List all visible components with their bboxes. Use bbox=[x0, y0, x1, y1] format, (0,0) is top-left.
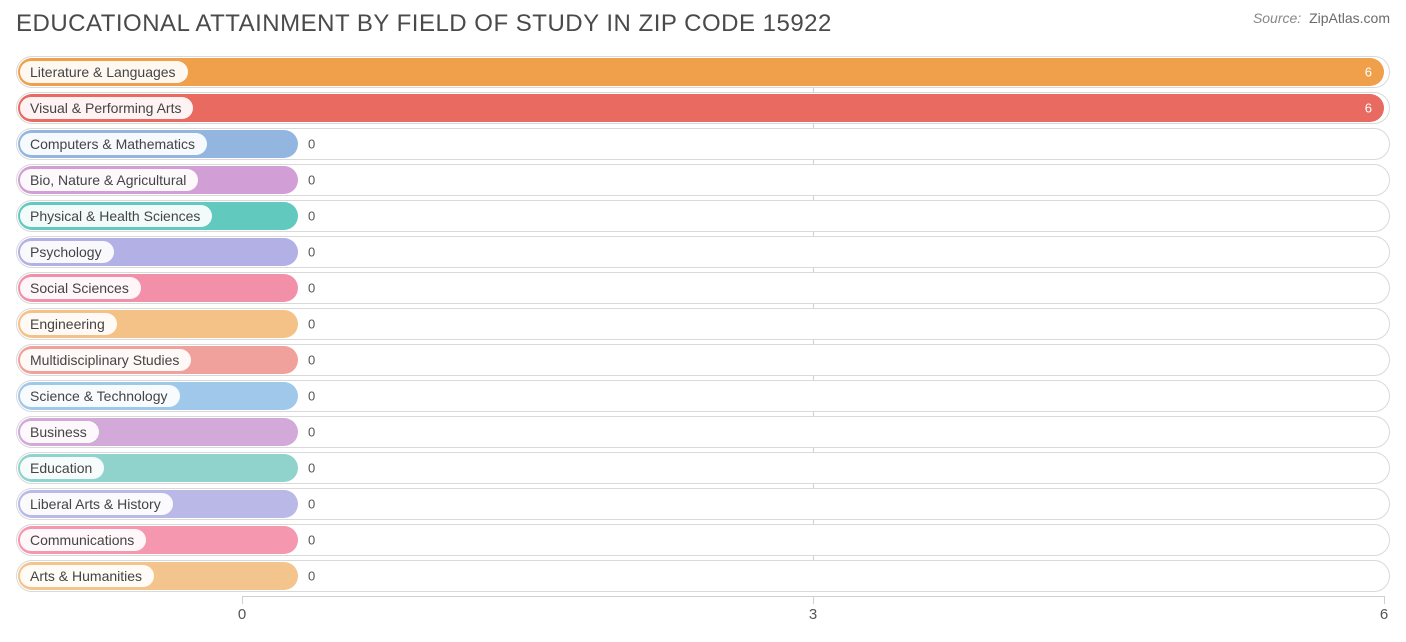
bar-value: 0 bbox=[308, 425, 315, 440]
bar-fill: Literature & Languages 6 bbox=[18, 58, 1384, 86]
chart-header: EDUCATIONAL ATTAINMENT BY FIELD OF STUDY… bbox=[16, 10, 1390, 38]
bar-fill: Engineering bbox=[18, 310, 298, 338]
x-axis-tick bbox=[242, 596, 243, 604]
bar-value: 0 bbox=[308, 533, 315, 548]
bar-label-pill: Psychology bbox=[20, 241, 114, 263]
chart-row: Literature & Languages 6 bbox=[16, 56, 1390, 88]
bar-fill: Liberal Arts & History bbox=[18, 490, 298, 518]
bar-value: 6 bbox=[1365, 65, 1372, 80]
chart-row: Communications 0 bbox=[16, 524, 1390, 556]
chart-row: Arts & Humanities 0 bbox=[16, 560, 1390, 592]
bar-fill: Physical & Health Sciences bbox=[18, 202, 298, 230]
bar-fill: Psychology bbox=[18, 238, 298, 266]
chart-row: Physical & Health Sciences 0 bbox=[16, 200, 1390, 232]
bar-chart: Literature & Languages6Visual & Performi… bbox=[16, 56, 1390, 638]
bar-value: 0 bbox=[308, 353, 315, 368]
bar-label-pill: Literature & Languages bbox=[20, 61, 188, 83]
bar-value: 0 bbox=[308, 389, 315, 404]
chart-title: EDUCATIONAL ATTAINMENT BY FIELD OF STUDY… bbox=[16, 10, 832, 38]
bar-value: 0 bbox=[308, 317, 315, 332]
bar-fill: Arts & Humanities bbox=[18, 562, 298, 590]
bar-value: 0 bbox=[308, 173, 315, 188]
chart-row: Computers & Mathematics 0 bbox=[16, 128, 1390, 160]
bar-fill: Science & Technology bbox=[18, 382, 298, 410]
chart-row: Engineering 0 bbox=[16, 308, 1390, 340]
bar-fill: Communications bbox=[18, 526, 298, 554]
source-name: ZipAtlas.com bbox=[1309, 10, 1390, 26]
bar-value: 0 bbox=[308, 569, 315, 584]
bar-fill: Business bbox=[18, 418, 298, 446]
x-axis: 0 3 6 bbox=[16, 596, 1390, 642]
bar-value: 0 bbox=[308, 245, 315, 260]
bar-label-pill: Multidisciplinary Studies bbox=[20, 349, 191, 371]
bar-label-pill: Science & Technology bbox=[20, 385, 180, 407]
bar-value: 0 bbox=[308, 461, 315, 476]
bar-label-pill: Engineering bbox=[20, 313, 117, 335]
bar-label-pill: Education bbox=[20, 457, 104, 479]
bar-value: 0 bbox=[308, 137, 315, 152]
bar-label-pill: Communications bbox=[20, 529, 146, 551]
bar-fill: Social Sciences bbox=[18, 274, 298, 302]
source-prefix: Source: bbox=[1253, 10, 1301, 26]
bar-fill: Bio, Nature & Agricultural bbox=[18, 166, 298, 194]
chart-row: Multidisciplinary Studies 0 bbox=[16, 344, 1390, 376]
chart-row: Social Sciences 0 bbox=[16, 272, 1390, 304]
bar-value: 0 bbox=[308, 281, 315, 296]
bar-label-pill: Arts & Humanities bbox=[20, 565, 154, 587]
chart-row: Education 0 bbox=[16, 452, 1390, 484]
x-axis-tick-label: 0 bbox=[238, 606, 246, 623]
x-axis-tick bbox=[1384, 596, 1385, 604]
chart-rows: Literature & Languages6Visual & Performi… bbox=[16, 56, 1390, 596]
chart-row: Business 0 bbox=[16, 416, 1390, 448]
bar-fill: Computers & Mathematics bbox=[18, 130, 298, 158]
chart-row: Visual & Performing Arts 6 bbox=[16, 92, 1390, 124]
x-axis-tick-label: 6 bbox=[1380, 606, 1388, 623]
bar-label-pill: Liberal Arts & History bbox=[20, 493, 173, 515]
bar-fill: Visual & Performing Arts 6 bbox=[18, 94, 1384, 122]
bar-label-pill: Bio, Nature & Agricultural bbox=[20, 169, 198, 191]
bar-label-pill: Visual & Performing Arts bbox=[20, 97, 193, 119]
bar-label-pill: Business bbox=[20, 421, 99, 443]
source-attribution: Source: ZipAtlas.com bbox=[1253, 10, 1390, 26]
bar-label-pill: Social Sciences bbox=[20, 277, 141, 299]
chart-row: Liberal Arts & History 0 bbox=[16, 488, 1390, 520]
chart-row: Science & Technology 0 bbox=[16, 380, 1390, 412]
bar-label-pill: Physical & Health Sciences bbox=[20, 205, 212, 227]
bar-fill: Education bbox=[18, 454, 298, 482]
bar-label-pill: Computers & Mathematics bbox=[20, 133, 207, 155]
chart-row: Bio, Nature & Agricultural 0 bbox=[16, 164, 1390, 196]
bar-value: 6 bbox=[1365, 101, 1372, 116]
x-axis-tick bbox=[813, 596, 814, 604]
bar-value: 0 bbox=[308, 497, 315, 512]
x-axis-tick-label: 3 bbox=[809, 606, 817, 623]
bar-value: 0 bbox=[308, 209, 315, 224]
chart-row: Psychology 0 bbox=[16, 236, 1390, 268]
bar-fill: Multidisciplinary Studies bbox=[18, 346, 298, 374]
